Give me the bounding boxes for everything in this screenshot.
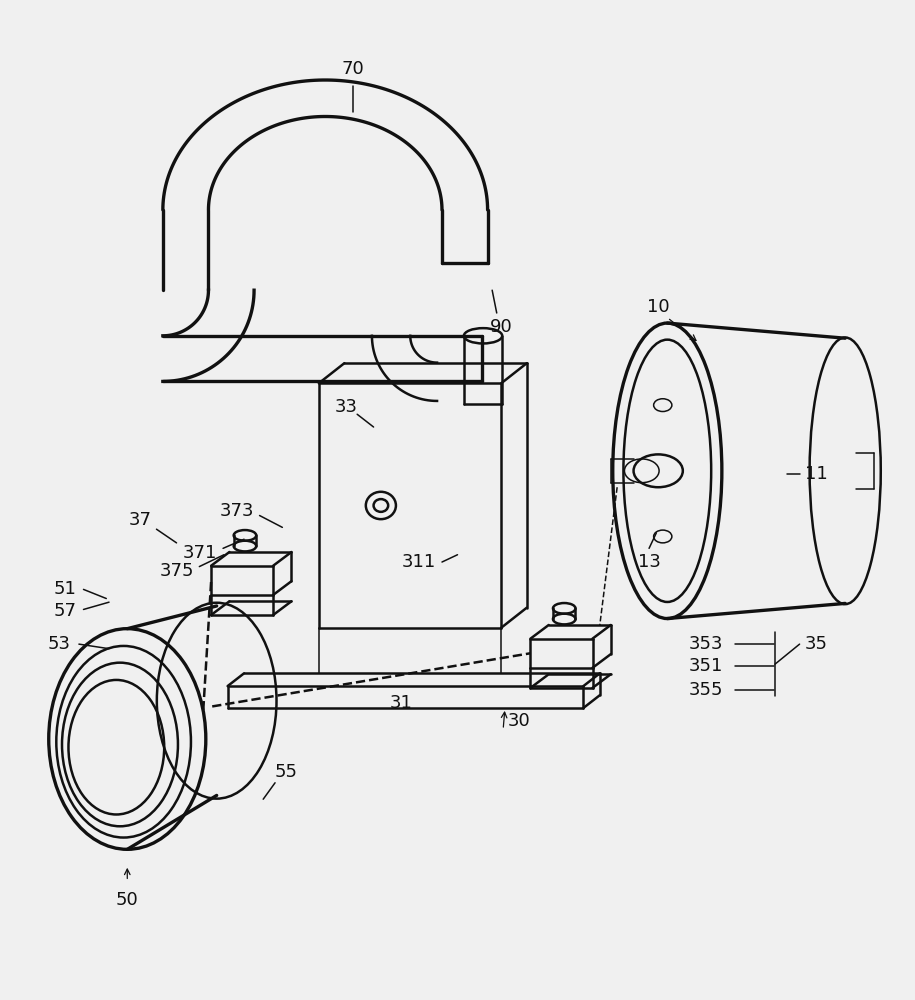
Text: 375: 375 — [159, 562, 194, 580]
Text: 57: 57 — [54, 602, 77, 620]
Text: 31: 31 — [390, 694, 413, 712]
Text: 371: 371 — [183, 544, 218, 562]
Text: 70: 70 — [341, 60, 364, 78]
Text: 355: 355 — [688, 681, 723, 699]
Text: 37: 37 — [128, 511, 152, 529]
Text: 90: 90 — [490, 318, 512, 336]
Text: 50: 50 — [116, 891, 139, 909]
Text: 311: 311 — [402, 553, 436, 571]
Text: 10: 10 — [647, 298, 670, 316]
Text: 353: 353 — [688, 635, 723, 653]
Text: 35: 35 — [804, 635, 827, 653]
Text: 13: 13 — [638, 553, 661, 571]
Text: 53: 53 — [48, 635, 70, 653]
Text: 33: 33 — [335, 398, 358, 416]
Text: 351: 351 — [688, 657, 723, 675]
Text: 30: 30 — [508, 712, 531, 730]
Text: 373: 373 — [220, 502, 254, 520]
Text: 55: 55 — [274, 763, 297, 781]
Text: 51: 51 — [54, 580, 77, 598]
Text: 11: 11 — [804, 465, 827, 483]
